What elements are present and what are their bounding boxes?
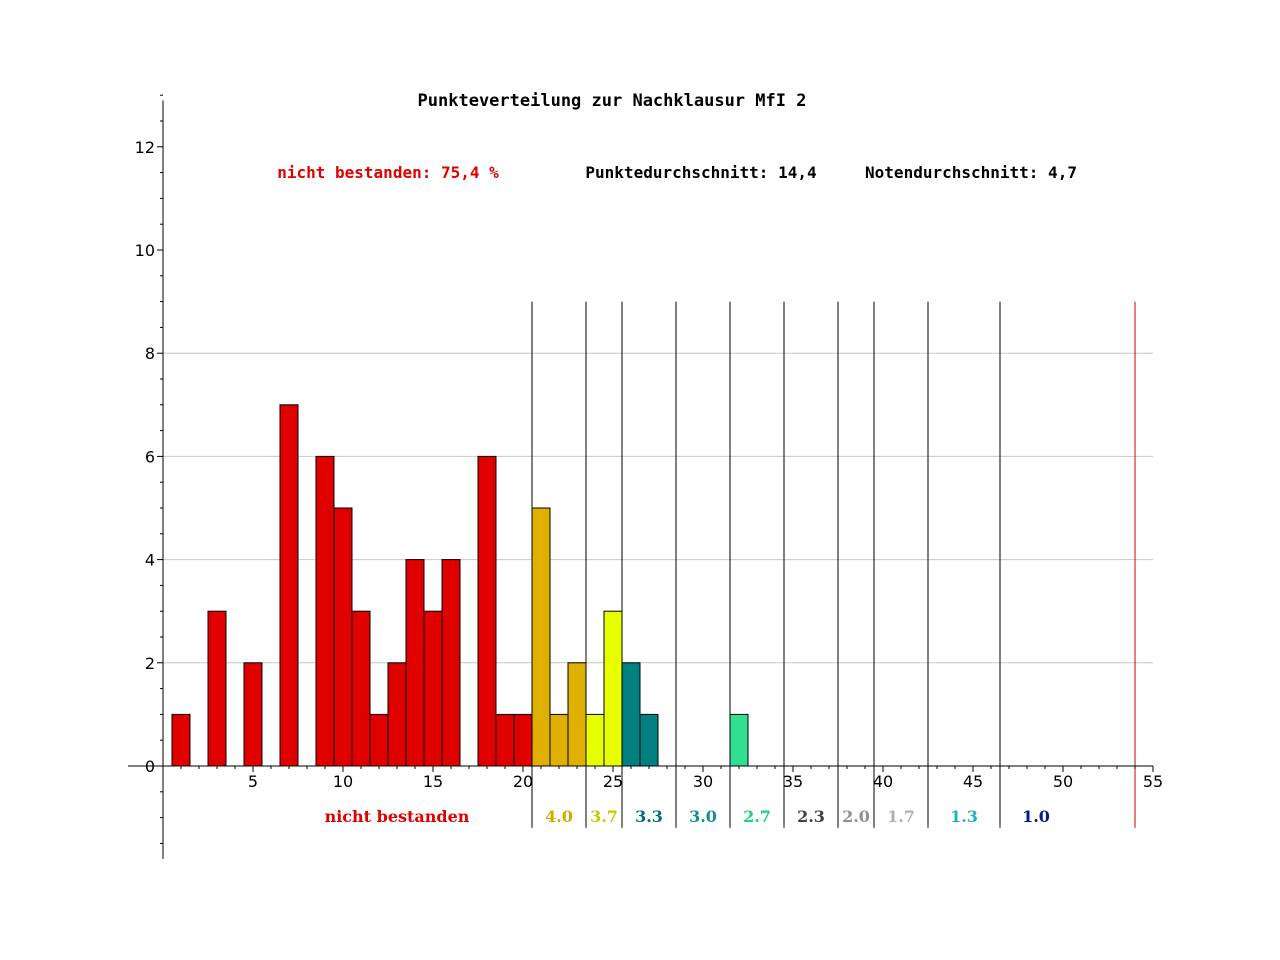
grade-label: 4.0 bbox=[545, 807, 573, 826]
bars bbox=[171, 404, 749, 767]
x-tick-label: 30 bbox=[693, 772, 713, 791]
histogram-bar bbox=[171, 713, 191, 767]
y-tick-label: 0 bbox=[145, 757, 155, 776]
grade-label: 3.0 bbox=[689, 807, 717, 826]
histogram-bar bbox=[549, 713, 569, 767]
x-tick-label: 5 bbox=[248, 772, 258, 791]
histogram-bar bbox=[531, 507, 551, 767]
histogram-bar bbox=[243, 662, 263, 767]
histogram-bar bbox=[369, 713, 389, 767]
histogram-bar bbox=[585, 713, 605, 767]
fail-label: nicht bestanden bbox=[325, 807, 470, 826]
average-points-label: Punktedurchschnitt: 14,4 bbox=[585, 163, 816, 182]
histogram-bar bbox=[315, 455, 335, 767]
x-tick-label: 15 bbox=[423, 772, 443, 791]
grade-label: 1.7 bbox=[887, 807, 915, 826]
gridlines bbox=[163, 352, 1153, 664]
x-tick-label: 40 bbox=[873, 772, 893, 791]
x-tick-label: 20 bbox=[513, 772, 533, 791]
histogram-bar bbox=[423, 610, 443, 767]
histogram-bar bbox=[279, 404, 299, 767]
x-tick-label: 25 bbox=[603, 772, 623, 791]
histogram-bar bbox=[639, 713, 659, 767]
histogram-bar bbox=[207, 610, 227, 767]
grade-label: 1.0 bbox=[1022, 807, 1050, 826]
histogram-bar bbox=[387, 662, 407, 767]
grade-label: 1.3 bbox=[950, 807, 978, 826]
histogram-bar bbox=[405, 559, 425, 767]
average-grade-label: Notendurchschnitt: 4,7 bbox=[865, 163, 1077, 182]
histogram-bar bbox=[621, 662, 641, 767]
y-tick-label: 2 bbox=[145, 654, 155, 673]
histogram-bar bbox=[351, 610, 371, 767]
histogram-bar bbox=[729, 713, 749, 767]
axes: 0 2 4 6 8 10 12 5 10 15 20 25 30 35 40 45 50 55 bbox=[128, 94, 1163, 859]
histogram-bar bbox=[495, 713, 515, 767]
x-tick-label: 45 bbox=[963, 772, 983, 791]
y-tick-label: 4 bbox=[145, 551, 155, 570]
histogram-bar bbox=[513, 713, 533, 767]
histogram-bar bbox=[567, 662, 587, 767]
x-tick-label: 35 bbox=[783, 772, 803, 791]
y-tick-label: 8 bbox=[145, 344, 155, 363]
chart-title: Punkteverteilung zur Nachklausur MfI 2 bbox=[418, 91, 807, 111]
grade-label: 2.0 bbox=[842, 807, 870, 826]
y-tick-label: 6 bbox=[145, 447, 155, 466]
y-tick-label: 10 bbox=[135, 241, 155, 260]
grade-label: 3.3 bbox=[635, 807, 663, 826]
grade-labels: nicht bestanden 4.0 3.7 3.3 3.0 2.7 2.3 2.0 1.7 1… bbox=[325, 807, 1050, 826]
grade-label: 2.3 bbox=[797, 807, 825, 826]
y-tick-label: 12 bbox=[135, 138, 155, 157]
histogram-bar bbox=[477, 455, 497, 767]
grade-label: 2.7 bbox=[743, 807, 771, 826]
x-tick-label: 55 bbox=[1143, 772, 1163, 791]
histogram-bar bbox=[441, 559, 461, 767]
histogram-bar bbox=[603, 610, 623, 767]
x-tick-label: 10 bbox=[333, 772, 353, 791]
grade-label: 3.7 bbox=[590, 807, 618, 826]
histogram-bar bbox=[333, 507, 353, 767]
failed-percentage-label: nicht bestanden: 75,4 % bbox=[277, 163, 499, 182]
x-tick-label: 50 bbox=[1053, 772, 1073, 791]
